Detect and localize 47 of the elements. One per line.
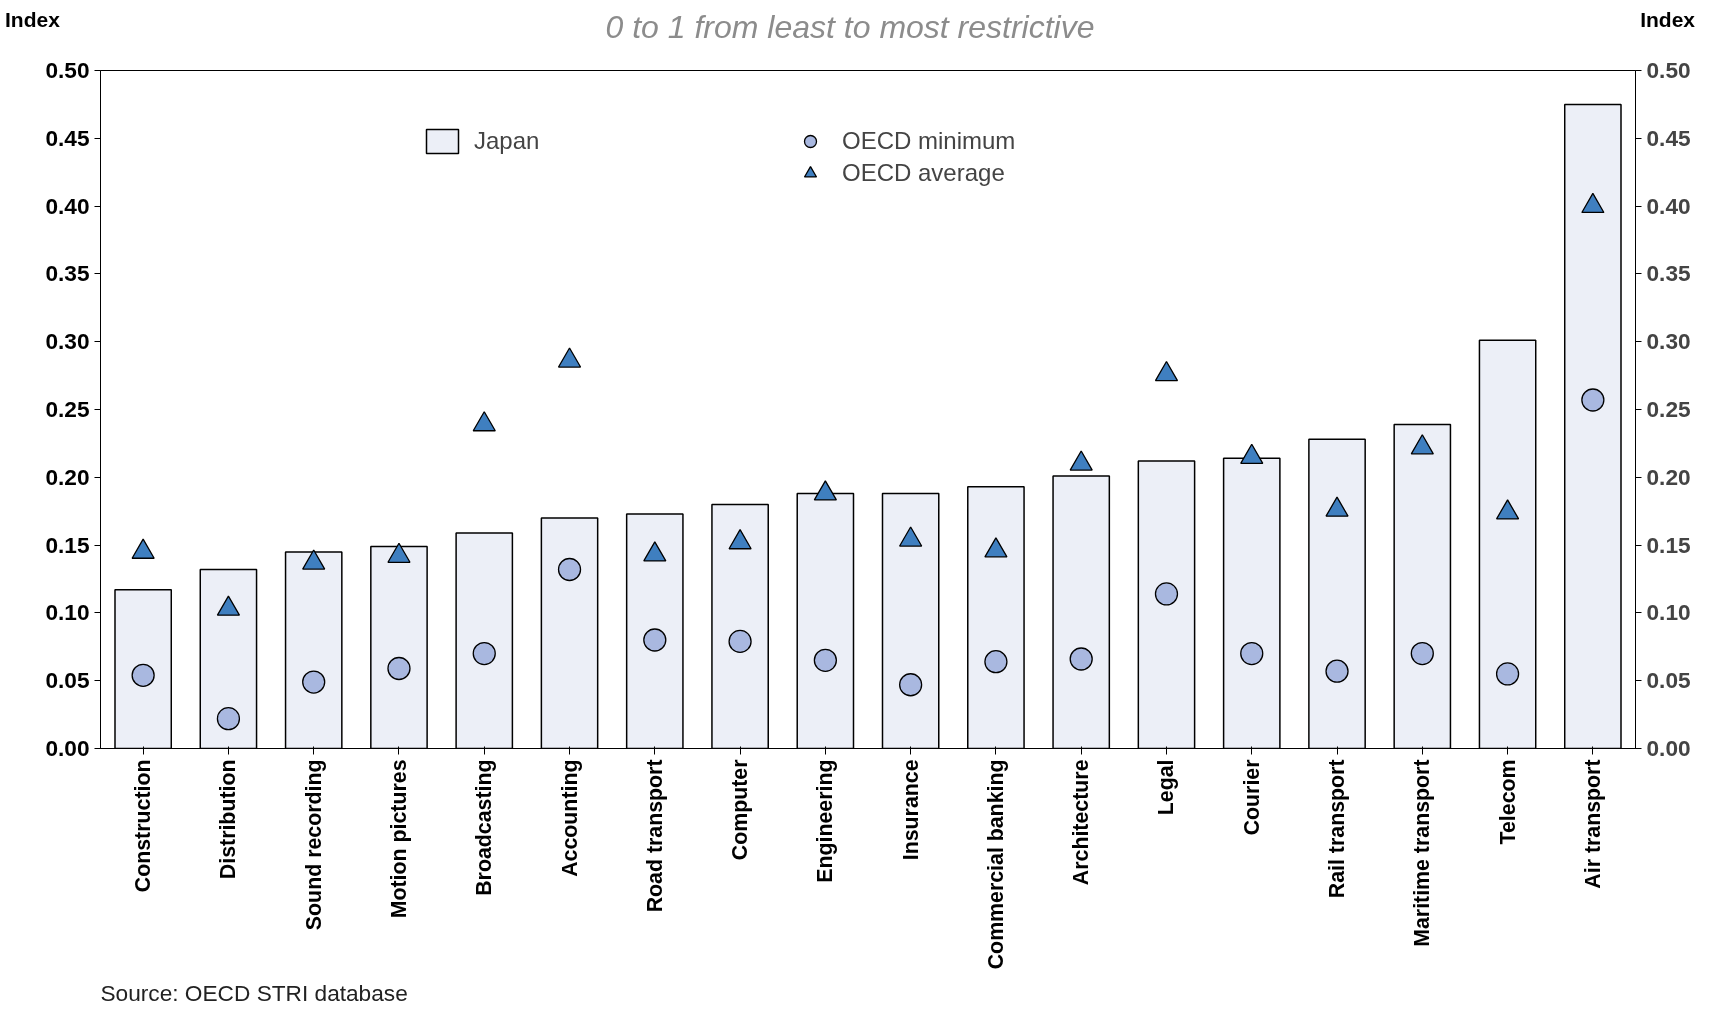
y-tick-label: 0.25	[45, 396, 90, 422]
x-tick-label: Engineering	[813, 759, 838, 883]
x-tick-label: Maritime transport	[1410, 759, 1435, 947]
y-tick-label: 0.00	[45, 735, 90, 761]
source-note: Source: OECD STRI database	[100, 979, 408, 1006]
y2-tick-label: 0.20	[1646, 463, 1691, 490]
y-tick-label: 0.10	[45, 599, 90, 626]
x-tick-label: Air transport	[1580, 759, 1605, 889]
y2-tick-label: 0.15	[1646, 531, 1691, 558]
x-tick-label: Architecture	[1069, 759, 1094, 886]
x-tick-label: Telecom	[1495, 759, 1520, 845]
x-tick-label: Insurance	[898, 759, 923, 861]
legend-label: Japan	[474, 127, 540, 155]
legend-label: OECD average	[842, 159, 1005, 187]
x-tick-label: Accounting	[557, 759, 582, 877]
x-tick-label: Commercial banking	[983, 759, 1008, 970]
y-tick-label: 0.50	[45, 57, 90, 83]
x-tick-label: Motion pictures	[386, 759, 411, 919]
y-tick-label: 0.05	[45, 667, 90, 694]
x-tick-label: Computer	[728, 759, 753, 861]
y2-axis-title: Index	[1640, 7, 1695, 33]
x-tick-label: Road transport	[642, 759, 667, 913]
chart-subtitle: 0 to 1 from least to most restrictive	[605, 8, 1095, 47]
x-tick-label: Sound recording	[301, 759, 326, 931]
x-tick-label: Legal	[1154, 759, 1179, 816]
y-tick-label: 0.30	[45, 328, 90, 355]
x-tick-label: Rail transport	[1325, 759, 1350, 899]
x-tick-label: Courier	[1239, 759, 1264, 836]
y-tick-label: 0.15	[45, 531, 90, 558]
y-tick-label: 0.20	[45, 463, 90, 490]
y2-tick-label: 0.00	[1646, 735, 1691, 761]
x-tick-label: Distribution	[216, 759, 241, 880]
x-tick-label: Construction	[131, 759, 156, 893]
y2-tick-label: 0.40	[1646, 192, 1691, 219]
x-tick-label: Broadcasting	[472, 759, 497, 896]
y2-tick-label: 0.30	[1646, 328, 1691, 355]
y2-tick-label: 0.35	[1646, 260, 1691, 287]
y-tick-label: 0.40	[45, 192, 90, 219]
y2-tick-label: 0.50	[1646, 57, 1691, 83]
y2-tick-label: 0.45	[1646, 124, 1691, 151]
y-tick-label: 0.45	[45, 124, 90, 151]
y-axis-title: Index	[5, 7, 60, 33]
y2-tick-label: 0.10	[1646, 599, 1691, 626]
legend-label: OECD minimum	[842, 127, 1016, 155]
y-tick-label: 0.35	[45, 260, 90, 287]
y2-tick-label: 0.25	[1646, 396, 1691, 422]
y2-tick-label: 0.05	[1646, 667, 1691, 694]
